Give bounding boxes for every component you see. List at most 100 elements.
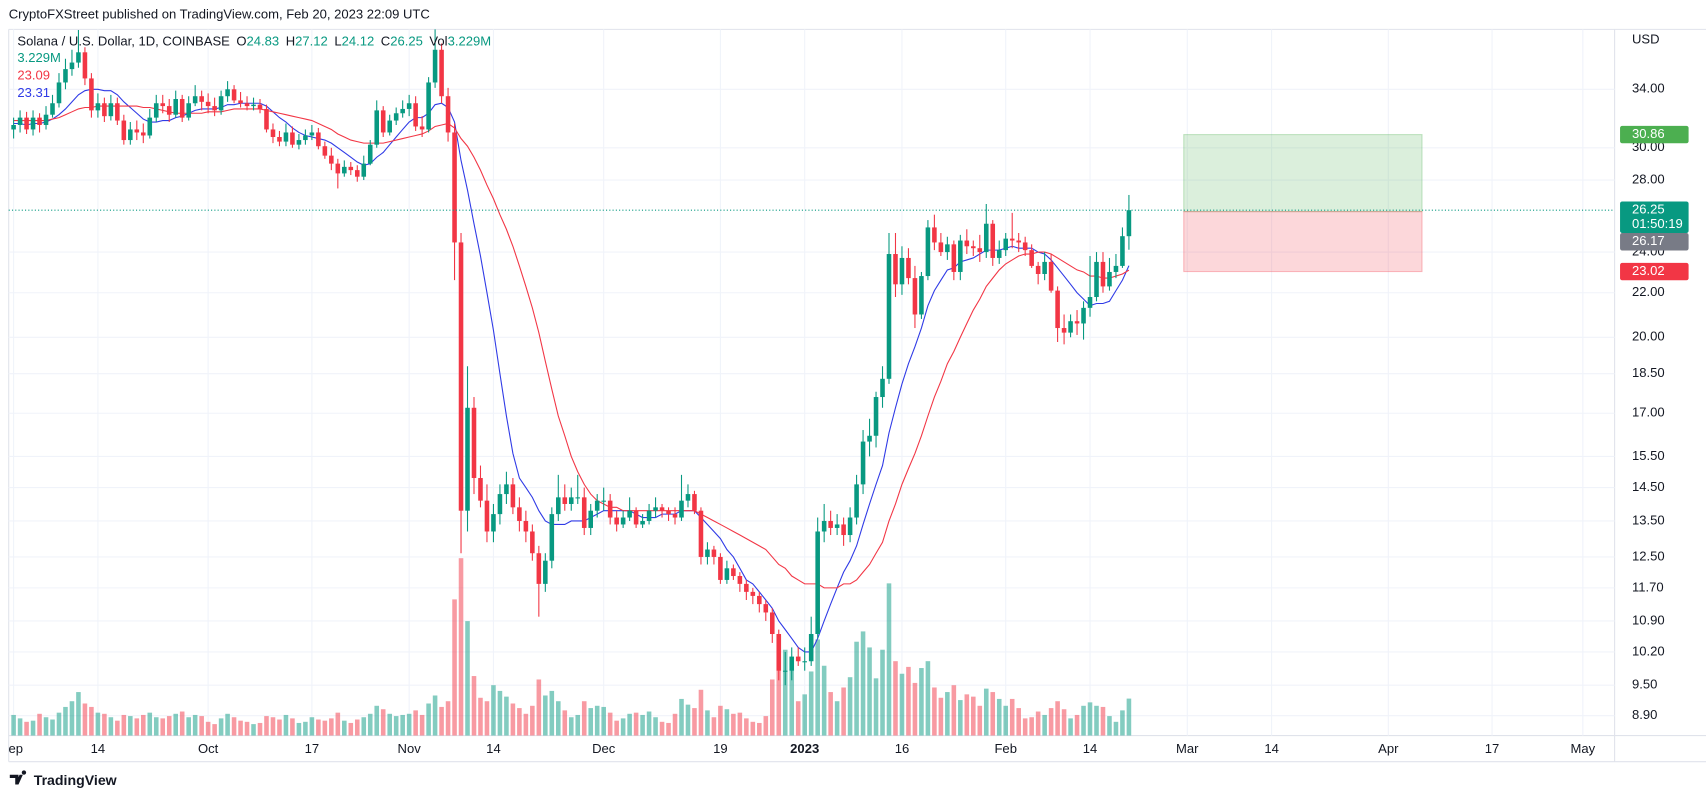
volume-bar xyxy=(769,679,775,736)
volume-bar xyxy=(115,720,120,736)
volume-bar xyxy=(983,688,989,736)
volume-bar xyxy=(419,714,425,736)
y-tick-label: 11.70 xyxy=(1632,579,1664,594)
volume-bar xyxy=(43,717,49,736)
candle-body xyxy=(841,524,846,536)
candle-body xyxy=(893,254,898,285)
x-tick-label: Oct xyxy=(198,741,219,756)
volume-bar xyxy=(815,639,820,736)
volume-bar xyxy=(257,722,263,736)
y-tick-label: 15.50 xyxy=(1632,448,1665,463)
candle-body xyxy=(251,104,256,107)
volume-bar xyxy=(1035,711,1041,736)
ohlc-key: L xyxy=(334,34,341,49)
volume-bar xyxy=(990,692,996,736)
volume-bar xyxy=(964,694,970,736)
volume-bar xyxy=(309,717,315,736)
volume-bar xyxy=(264,716,269,736)
candle-body xyxy=(672,514,678,518)
candle-body xyxy=(782,670,788,672)
candle-body xyxy=(277,137,282,142)
candle-body xyxy=(1009,238,1015,241)
candle-body xyxy=(179,99,185,118)
candle-body xyxy=(1022,242,1028,251)
volume-bar xyxy=(50,719,55,736)
candle-body xyxy=(69,62,75,70)
volume-bar xyxy=(329,718,334,736)
ohlc-value: 26.25 xyxy=(390,34,423,49)
candle-body xyxy=(393,113,399,121)
candle-body xyxy=(627,510,632,518)
volume-bar xyxy=(614,720,619,736)
volume-bar xyxy=(860,631,866,736)
y-tick-label: 10.90 xyxy=(1632,612,1665,627)
candle-body xyxy=(471,407,477,479)
volume-bar xyxy=(977,705,983,736)
candle-body xyxy=(536,553,542,584)
y-tick-label: 14.50 xyxy=(1632,479,1665,494)
volume-bar xyxy=(212,724,217,736)
volume-bar xyxy=(348,722,354,736)
fast-ma-legend: 23.31 xyxy=(17,85,50,100)
candle-body xyxy=(205,101,211,107)
candle-body xyxy=(698,510,704,557)
candle-body xyxy=(335,163,341,174)
candle-body xyxy=(445,96,451,133)
y-tick-label: 18.50 xyxy=(1632,365,1665,380)
candle-body xyxy=(646,510,652,521)
volume-bar xyxy=(205,721,211,736)
candle-body xyxy=(899,257,905,285)
currency-label: USD xyxy=(1632,32,1660,47)
candle-body xyxy=(1016,240,1021,243)
volume-bar xyxy=(932,687,937,736)
candle-body xyxy=(886,254,892,379)
volume-bar xyxy=(95,712,101,736)
candle-body xyxy=(556,497,561,515)
volume-bar xyxy=(406,713,412,736)
volume-bar xyxy=(63,706,68,736)
volume-bar xyxy=(316,719,321,736)
volume-bar xyxy=(750,721,756,736)
volume-bar xyxy=(711,717,717,736)
volume-bar xyxy=(523,713,529,736)
volume-bar xyxy=(782,649,788,736)
candle-body xyxy=(134,129,140,133)
volume-bar xyxy=(400,714,405,736)
volume-bar xyxy=(899,673,905,736)
candle-body xyxy=(1107,271,1112,287)
volume-bar xyxy=(134,718,140,736)
candle-body xyxy=(724,568,730,580)
volume-bar xyxy=(153,717,159,736)
candle-body xyxy=(666,510,671,515)
ohlc-value: 24.12 xyxy=(342,34,375,49)
x-tick-label: Feb xyxy=(994,741,1016,756)
volume-bar xyxy=(880,649,885,736)
volume-bar xyxy=(886,583,892,736)
volume-bar xyxy=(186,717,191,736)
volume-bar xyxy=(854,641,859,736)
candle-body xyxy=(523,520,529,532)
candle-body xyxy=(718,556,723,580)
volume-bar xyxy=(199,716,204,736)
volume-bar xyxy=(504,696,509,736)
candle-body xyxy=(711,549,717,557)
candle-body xyxy=(601,500,606,502)
candle-body xyxy=(497,494,503,515)
volume-bar xyxy=(491,685,496,736)
candle-body xyxy=(776,634,782,671)
stop-price-tag-box xyxy=(1620,262,1689,281)
volume-bar xyxy=(640,714,645,736)
candle-body xyxy=(951,244,957,272)
volume-bar xyxy=(82,703,88,736)
y-tick-label: 28.00 xyxy=(1632,171,1665,186)
candle-body xyxy=(128,129,133,141)
candle-body xyxy=(141,132,146,136)
grid xyxy=(8,29,1615,736)
candle-body xyxy=(1068,321,1073,333)
volume-bar xyxy=(322,720,328,736)
candle-body xyxy=(11,124,16,130)
volume-bar xyxy=(873,678,879,736)
volume-bar xyxy=(672,713,678,736)
volume-bar xyxy=(562,710,568,736)
